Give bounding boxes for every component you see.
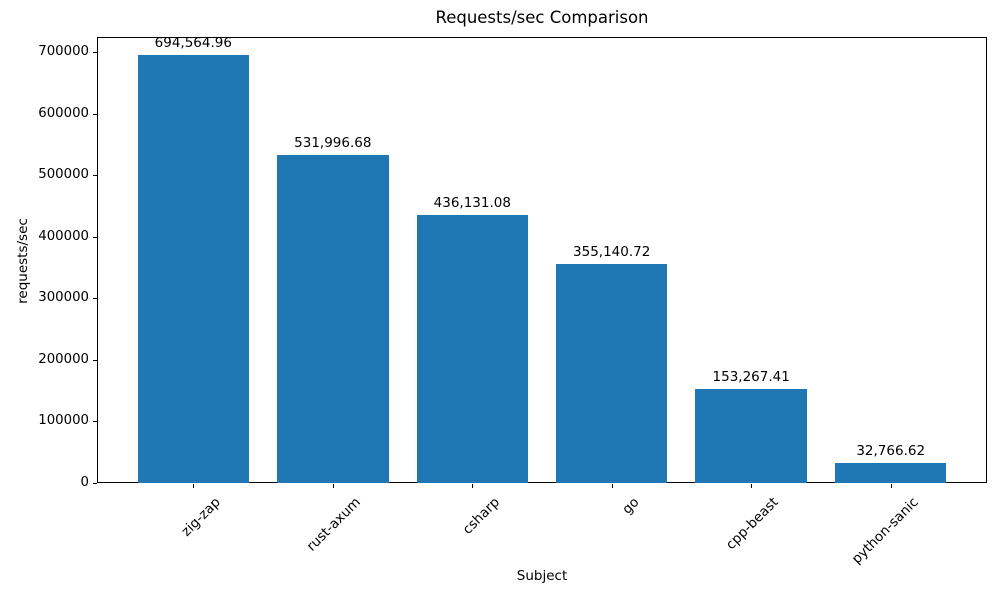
- bar-value-label-zig-zap: 694,564.96: [154, 35, 232, 52]
- bar-go: [555, 264, 668, 483]
- bar-csharp: [416, 214, 529, 483]
- bar-value-label-cpp-beast: 153,267.41: [712, 368, 790, 385]
- x-axis-label: Subject: [516, 568, 568, 584]
- y-tick-label-400000: 400000: [38, 228, 89, 244]
- x-tick-label-zig-zap: zig-zap: [178, 494, 224, 540]
- bar-value-label-csharp: 436,131.08: [433, 194, 511, 211]
- y-tick-0: [93, 483, 97, 484]
- x-tick-zig-zap: [193, 484, 194, 488]
- y-tick-label-700000: 700000: [38, 44, 89, 59]
- x-tick-python-sanic: [891, 484, 892, 488]
- x-tick-csharp: [472, 484, 473, 488]
- x-tick-label-python-sanic: python-sanic: [848, 494, 922, 568]
- y-tick-200000: [93, 360, 97, 361]
- bar-rust-axum: [277, 155, 389, 483]
- y-tick-label-0: 0: [80, 475, 89, 490]
- x-tick-rust-axum: [333, 484, 334, 488]
- bar-cpp-beast: [695, 388, 807, 483]
- x-tick-label-go: go: [619, 494, 643, 518]
- y-tick-label-300000: 300000: [38, 290, 89, 306]
- x-tick-go: [612, 484, 613, 488]
- x-tick-label-csharp: csharp: [459, 494, 503, 538]
- bar-value-label-go: 355,140.72: [573, 244, 651, 261]
- bar-python-sanic: [834, 462, 947, 483]
- y-tick-100000: [93, 421, 97, 422]
- y-tick-label-100000: 100000: [38, 413, 89, 429]
- chart-title: Requests/sec Comparison: [435, 8, 649, 27]
- x-tick-cpp-beast: [751, 484, 752, 488]
- y-tick-label-500000: 500000: [38, 167, 89, 183]
- x-tick-label-rust-axum: rust-axum: [303, 494, 364, 555]
- bar-value-label-rust-axum: 531,996.68: [294, 135, 372, 152]
- y-tick-300000: [93, 298, 97, 299]
- y-tick-label-600000: 600000: [38, 105, 89, 121]
- x-tick-label-cpp-beast: cpp-beast: [723, 494, 782, 553]
- bar-zig-zap: [137, 55, 250, 483]
- bar-value-label-python-sanic: 32,766.62: [856, 442, 926, 459]
- y-tick-label-200000: 200000: [38, 351, 89, 367]
- y-tick-500000: [93, 175, 97, 176]
- y-tick-700000: [93, 52, 97, 53]
- y-tick-400000: [93, 237, 97, 238]
- y-tick-600000: [93, 114, 97, 115]
